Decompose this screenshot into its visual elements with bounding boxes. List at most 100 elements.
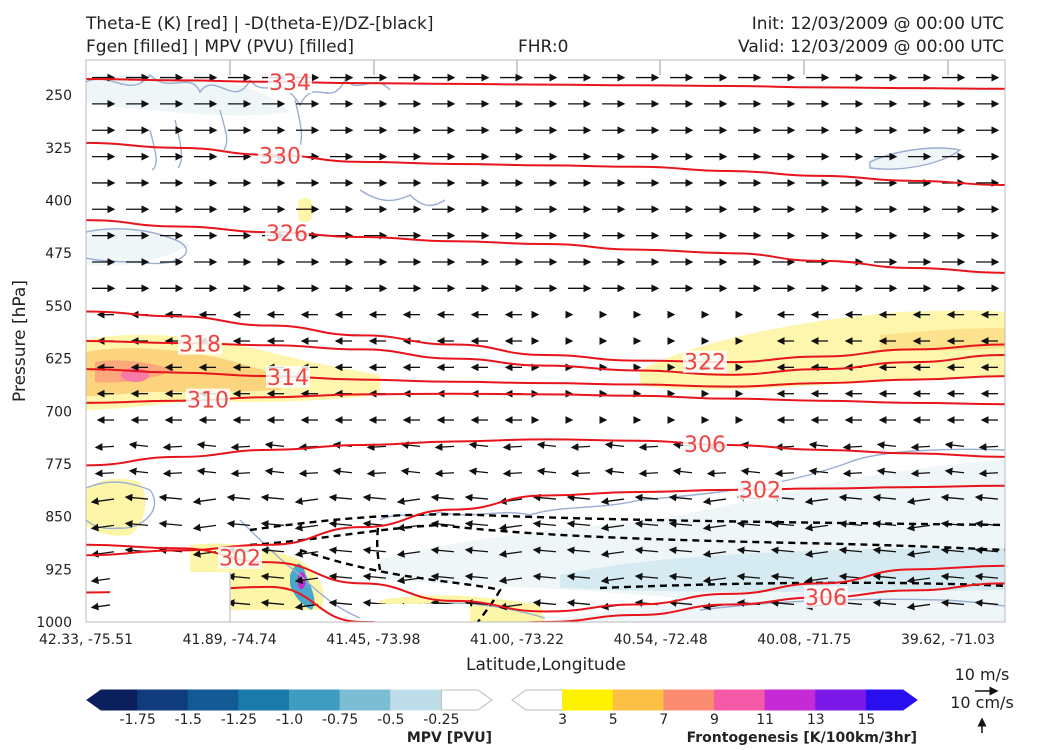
theta-e-contours	[86, 77, 1005, 622]
y-axis-ticks: 250 325 400 475 550 625 700 775 850 925 1000	[36, 88, 72, 631]
colorbar-tick-label: -1.5	[175, 712, 202, 728]
fgen-fill-low-left	[86, 478, 146, 536]
colorbar-segment	[187, 689, 240, 711]
wind-vector	[940, 599, 965, 607]
wind-vector	[774, 469, 795, 478]
x-tick-label: 40.08, -71.75	[757, 632, 851, 648]
wind-vector	[978, 443, 999, 451]
wind-vector	[162, 443, 183, 451]
wind-vector	[498, 523, 523, 532]
wind-vector	[158, 493, 183, 502]
wind-vectors	[90, 73, 1000, 611]
wind-vector	[294, 550, 319, 558]
mpv-fill-lower-core	[560, 548, 1005, 592]
quiver-key: 10 m/s 10 cm/s	[950, 665, 1014, 733]
wind-vector	[702, 523, 727, 532]
wind-vector	[570, 443, 591, 451]
colorbar-tick-label: 9	[710, 712, 719, 728]
wind-vector	[872, 493, 897, 502]
wind-vector	[260, 546, 285, 555]
theta-e-label-bg	[738, 478, 782, 501]
wind-vector	[226, 599, 251, 607]
x-tick-label: 41.45, -73.98	[326, 632, 420, 648]
wind-vector	[634, 572, 659, 581]
wind-vector	[124, 520, 149, 528]
wind-vector	[468, 441, 489, 449]
wind-vector	[192, 497, 217, 506]
theta-e-contour-label: 318	[179, 333, 221, 358]
wind-vector	[294, 602, 319, 611]
colorbar-tick-label: 3	[558, 712, 567, 728]
colorbar-segment	[865, 689, 918, 711]
theta-e-label-bg	[265, 222, 309, 245]
x-tick-label: 39.62, -71.03	[901, 632, 995, 648]
y-axis-title: Pressure [hPa]	[10, 280, 30, 402]
wind-vector	[226, 493, 251, 502]
wind-vector	[570, 469, 591, 478]
wind-vector	[740, 467, 761, 476]
wind-vector	[600, 576, 625, 585]
wind-vector	[804, 523, 829, 532]
wind-vector	[362, 493, 387, 502]
wind-vector	[396, 497, 421, 506]
title-left-line1: Theta-E (K) [red] | -D(theta-E)/DZ-[blac…	[86, 14, 434, 34]
wind-vector	[634, 546, 659, 555]
wind-vector	[196, 441, 217, 449]
wind-vector	[162, 469, 183, 478]
wind-vector	[464, 493, 489, 502]
wind-vector	[702, 576, 727, 585]
colorbar-tick-label: -0.25	[423, 712, 459, 728]
wind-vector	[128, 467, 149, 476]
colorbar-segment	[390, 689, 442, 711]
wind-vector	[804, 497, 829, 506]
wind-vector	[294, 576, 319, 585]
surface-mask	[110, 572, 470, 622]
theta-e-contour	[86, 484, 1005, 557]
wind-vector	[668, 493, 693, 502]
dthetae-dz-contour-lower	[299, 548, 502, 622]
theta-e-label-bg	[683, 432, 727, 455]
colorbar-tick-label: 5	[609, 712, 618, 728]
wind-vector	[366, 443, 387, 451]
x-axis-ticks: 42.33, -75.51 41.89, -74.74 41.45, -73.98 4…	[39, 632, 995, 648]
theta-e-label-bg	[258, 144, 302, 167]
plot-frame	[85, 59, 1006, 623]
colorbar-segment	[86, 689, 139, 711]
wind-vector	[876, 441, 897, 449]
colorbar-segment	[663, 689, 715, 711]
wind-vector	[638, 469, 659, 478]
theta-e-label-bg	[218, 546, 262, 569]
colorbar-tick-label: 7	[659, 712, 668, 728]
y-tick-label: 325	[45, 141, 72, 157]
theta-e-contour-label: 306	[805, 586, 847, 611]
wind-vector	[532, 572, 557, 581]
wind-vector	[464, 546, 489, 555]
theta-e-label-bg	[268, 71, 312, 94]
wind-vector	[464, 520, 489, 528]
wind-vector	[430, 546, 455, 555]
wind-vector	[502, 469, 523, 478]
wind-vector	[328, 493, 353, 502]
wind-vector	[940, 493, 965, 502]
wind-vector	[906, 602, 931, 611]
colorbar-segment	[440, 689, 493, 711]
theta-e-label-bg	[683, 350, 727, 373]
wind-vector	[328, 599, 353, 607]
wind-vector	[770, 520, 795, 528]
theta-e-contour	[86, 368, 1005, 388]
y-tick-label: 850	[45, 510, 72, 526]
x-axis-title: Latitude,Longitude	[466, 655, 626, 675]
wind-vector	[128, 441, 149, 449]
y-tick-label: 775	[45, 457, 72, 473]
wind-vector	[638, 443, 659, 451]
title-left-line2: Fgen [filled] | MPV (PVU) [filled]	[86, 37, 355, 57]
wind-vector	[532, 546, 557, 555]
wind-vector	[872, 599, 897, 607]
quiver-key-vertical-label: 10 cm/s	[950, 693, 1014, 712]
terrain-mask-block-2	[375, 604, 470, 622]
wind-vector	[634, 520, 659, 528]
wind-vector	[910, 443, 931, 451]
wind-vector	[978, 469, 999, 478]
mpv-colorbar: -1.75 -1.5 -1.25 -1.0 -0.75 -0.5 -0.25	[86, 689, 493, 728]
wind-vector	[532, 520, 557, 528]
